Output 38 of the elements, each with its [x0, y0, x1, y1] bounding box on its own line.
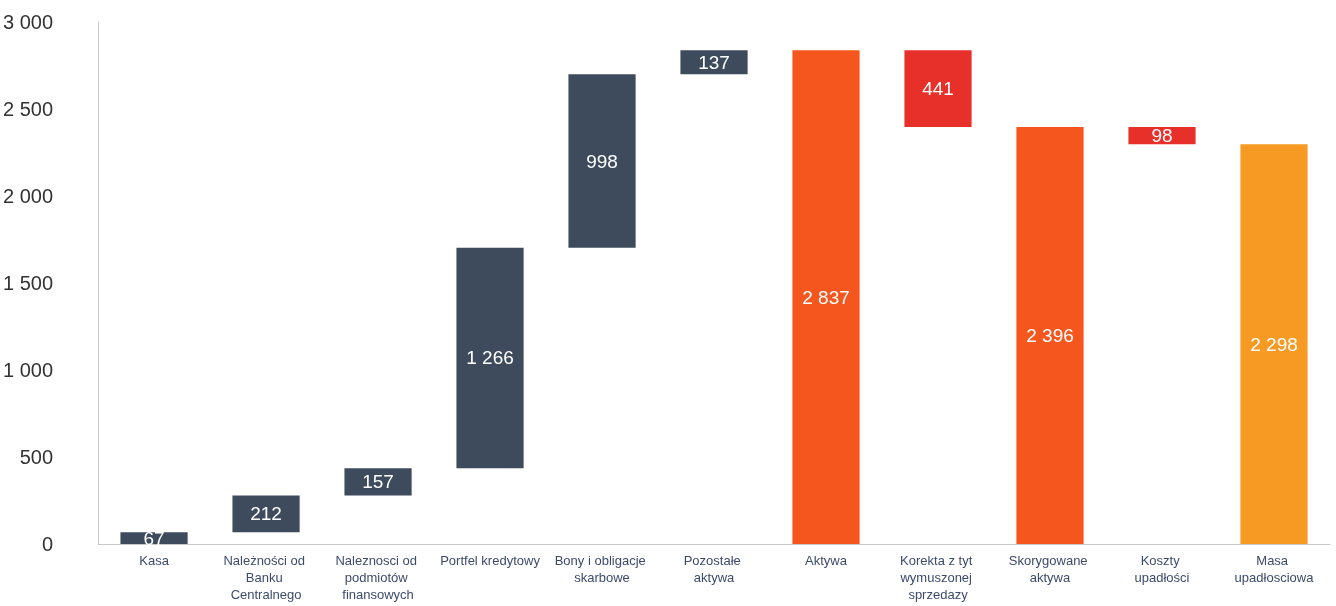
- y-tick-label: 2 500: [2, 98, 54, 120]
- bar: [904, 50, 972, 128]
- y-tick-label: 1 500: [2, 272, 54, 294]
- x-tick-label: Naleznosci od podmiotów finansowych: [335, 553, 421, 602]
- x-tick-label: Aktywa: [805, 553, 848, 568]
- bar: [232, 495, 300, 533]
- data-label: 98: [1151, 125, 1173, 147]
- data-label: 212: [250, 503, 282, 525]
- y-tick-label: 500: [19, 446, 54, 468]
- bar: [344, 468, 412, 496]
- x-tick-label: Korekta z tyt wymuszonej sprzedazy: [899, 553, 976, 602]
- y-tick-label: 3 000: [2, 11, 54, 33]
- x-tick-label: Pozostałe aktywa: [683, 553, 745, 585]
- y-tick-label: 1 000: [2, 359, 54, 381]
- data-label: 67: [143, 527, 165, 549]
- data-label: 137: [698, 51, 730, 73]
- y-tick-label: 0: [41, 533, 54, 555]
- data-label: 2 298: [1250, 333, 1298, 355]
- bar: [1240, 144, 1308, 544]
- bar: [456, 247, 524, 469]
- bar: [680, 50, 748, 75]
- x-tick-label: Portfel kredytowy: [440, 553, 541, 568]
- x-tick-label: Bony i obligacje skarbowe: [554, 553, 650, 585]
- data-label: 998: [586, 150, 618, 172]
- bar: [792, 50, 860, 544]
- data-label: 157: [362, 471, 394, 493]
- data-label: 2 837: [802, 286, 850, 308]
- y-tick-label: 2 000: [2, 185, 54, 207]
- data-label: 2 396: [1026, 325, 1074, 347]
- data-label: 441: [922, 78, 954, 100]
- data-label: 1 266: [466, 347, 514, 369]
- x-tick-label: Skorygowane aktywa: [1008, 553, 1092, 585]
- x-tick-label: Należności od Banku Centralnego: [223, 553, 309, 602]
- bar: [1016, 127, 1084, 544]
- x-tick-label: Kasa: [139, 553, 170, 568]
- x-tick-label: Koszty upadłości: [1134, 553, 1190, 585]
- x-tick-label: Masa upadłosciowa: [1234, 553, 1315, 585]
- bar: [568, 74, 636, 248]
